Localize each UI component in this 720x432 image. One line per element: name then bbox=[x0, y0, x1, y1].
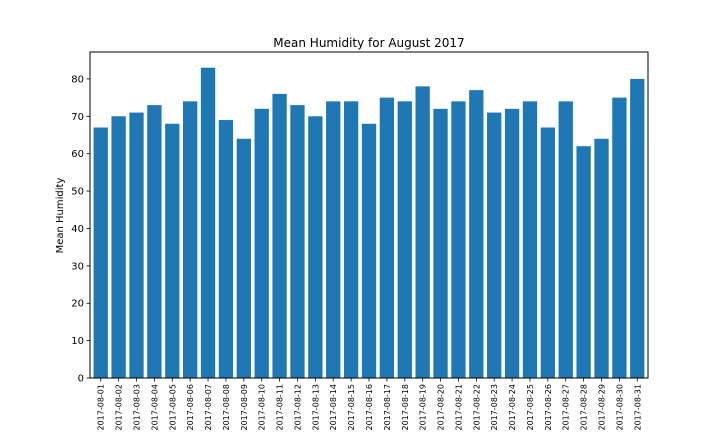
x-tick-label: 2017-08-04 bbox=[150, 384, 159, 431]
bar-2017-08-18 bbox=[397, 101, 412, 378]
x-tick-label: 2017-08-05 bbox=[168, 384, 177, 431]
bar-2017-08-13 bbox=[308, 116, 323, 379]
x-tick-label: 2017-08-12 bbox=[293, 384, 302, 431]
x-tick-label: 2017-08-26 bbox=[544, 384, 553, 431]
bar-2017-08-19 bbox=[415, 86, 430, 378]
bar-2017-08-10 bbox=[254, 108, 269, 378]
x-tick-label: 2017-08-09 bbox=[240, 384, 249, 431]
x-tick-label: 2017-08-29 bbox=[598, 384, 607, 431]
x-tick-label: 2017-08-20 bbox=[437, 384, 446, 431]
x-tick-label: 2017-08-07 bbox=[204, 384, 213, 431]
x-axis: 2017-08-01 2017-08-02 2017-08-03 2017-08-04… bbox=[97, 378, 642, 431]
x-tick-label: 2017-08-30 bbox=[615, 384, 624, 431]
bar-2017-08-28 bbox=[576, 146, 591, 378]
bar-2017-08-31 bbox=[630, 78, 645, 379]
bar-2017-08-12 bbox=[290, 105, 305, 378]
x-tick-label: 2017-08-24 bbox=[508, 384, 517, 431]
x-tick-label: 2017-08-17 bbox=[383, 384, 392, 431]
bar-2017-08-15 bbox=[343, 101, 359, 378]
y-tick-label: 60 bbox=[71, 149, 84, 160]
bar-2017-08-22 bbox=[469, 90, 484, 378]
bar-2017-08-08 bbox=[218, 120, 234, 378]
y-tick-label: 70 bbox=[71, 112, 84, 123]
bar-2017-08-23 bbox=[487, 112, 502, 378]
y-tick-label: 0 bbox=[78, 374, 84, 385]
y-axis-label: Mean Humidity bbox=[55, 178, 66, 254]
x-tick-label: 2017-08-23 bbox=[490, 384, 499, 431]
bar-2017-08-16 bbox=[361, 123, 377, 378]
x-tick-label: 2017-08-11 bbox=[276, 384, 285, 431]
bar-2017-08-25 bbox=[522, 101, 538, 378]
x-tick-label: 2017-08-16 bbox=[365, 384, 374, 431]
bar-2017-08-11 bbox=[272, 93, 287, 379]
x-tick-label: 2017-08-22 bbox=[472, 384, 481, 431]
x-tick-label: 2017-08-14 bbox=[329, 384, 338, 431]
bar-2017-08-24 bbox=[504, 108, 520, 378]
bar-2017-08-04 bbox=[147, 105, 162, 378]
x-tick-label: 2017-08-15 bbox=[347, 384, 356, 431]
plot-frame bbox=[89, 51, 649, 379]
y-tick-label: 50 bbox=[71, 187, 84, 198]
bar-series bbox=[93, 67, 645, 379]
x-tick-label: 2017-08-08 bbox=[222, 384, 231, 431]
x-tick-label: 2017-08-06 bbox=[186, 384, 195, 431]
bar-2017-08-03 bbox=[129, 112, 144, 378]
x-tick-label: 2017-08-31 bbox=[633, 384, 642, 431]
bar-2017-08-06 bbox=[183, 101, 198, 378]
x-tick-label: 2017-08-02 bbox=[115, 384, 124, 431]
bar-2017-08-27 bbox=[558, 101, 573, 378]
y-tick-label: 10 bbox=[71, 336, 84, 347]
bar-2017-08-07 bbox=[200, 67, 216, 378]
y-tick-label: 80 bbox=[71, 74, 84, 85]
x-tick-label: 2017-08-27 bbox=[562, 384, 571, 431]
x-tick-label: 2017-08-28 bbox=[580, 384, 589, 431]
x-tick-label: 2017-08-21 bbox=[454, 384, 463, 431]
bar-2017-08-14 bbox=[326, 101, 341, 378]
y-tick-label: 40 bbox=[71, 224, 84, 235]
bar-2017-08-05 bbox=[165, 123, 180, 378]
x-tick-label: 2017-08-13 bbox=[311, 384, 320, 431]
x-tick-label: 2017-08-19 bbox=[419, 384, 428, 431]
x-tick-label: 2017-08-01 bbox=[97, 384, 106, 431]
bar-2017-08-01 bbox=[93, 127, 108, 379]
bar-2017-08-30 bbox=[612, 97, 627, 379]
chart-title: Mean Humidity for August 2017 bbox=[273, 36, 464, 50]
x-tick-label: 2017-08-10 bbox=[258, 384, 267, 431]
y-tick-label: 30 bbox=[71, 261, 84, 272]
bar-2017-08-17 bbox=[379, 97, 395, 379]
bar-2017-08-26 bbox=[540, 127, 555, 379]
x-tick-label: 2017-08-18 bbox=[401, 384, 410, 431]
x-tick-label: 2017-08-03 bbox=[133, 384, 142, 431]
bar-2017-08-21 bbox=[451, 101, 466, 378]
y-tick-label: 20 bbox=[71, 299, 84, 310]
bar-2017-08-29 bbox=[594, 138, 609, 378]
bar-2017-08-20 bbox=[433, 108, 448, 378]
y-axis: 0 10 20 30 40 50 60 70 80 bbox=[71, 74, 90, 385]
x-tick-label: 2017-08-25 bbox=[526, 384, 535, 431]
bar-2017-08-02 bbox=[111, 116, 126, 379]
bar-2017-08-09 bbox=[236, 138, 251, 378]
